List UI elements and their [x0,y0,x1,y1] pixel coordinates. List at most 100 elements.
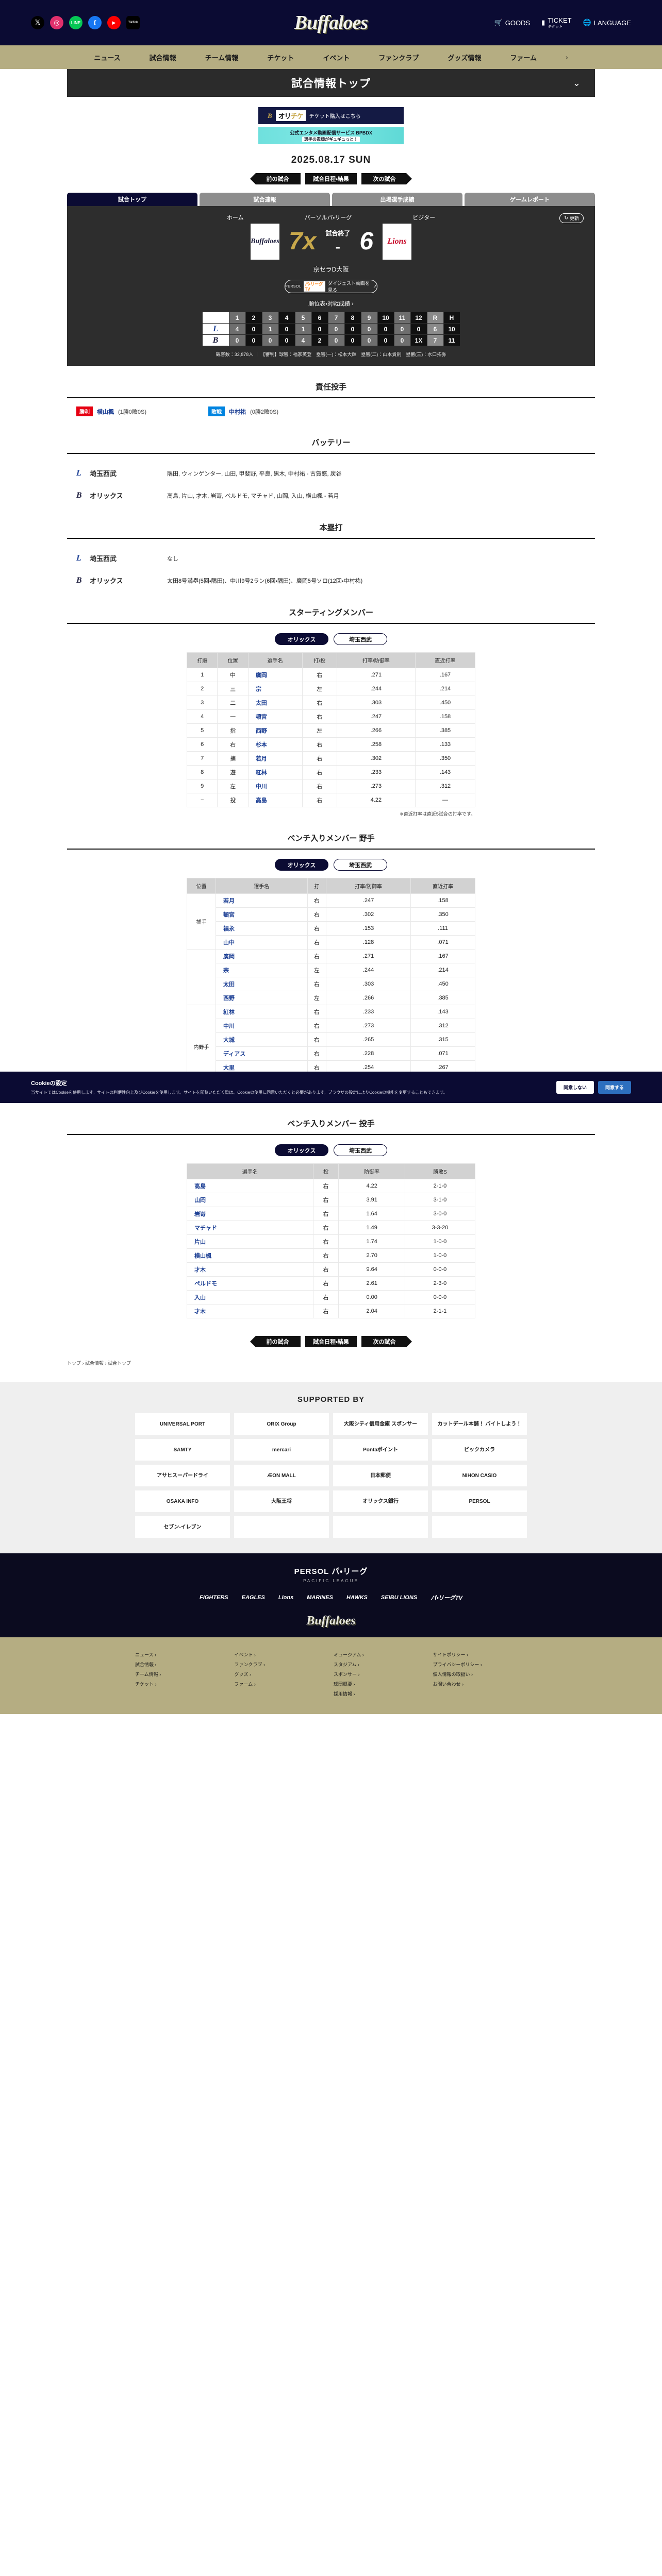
league-team-link[interactable]: HAWKS [346,1595,368,1601]
sponsor-logo[interactable]: UNIVERSAL PORT [135,1413,230,1435]
footer-link[interactable]: 試合情報 [135,1659,229,1669]
nav-game[interactable]: 試合情報 [149,54,176,62]
nav-fanclub[interactable]: ファンクラブ [378,54,419,62]
player-name[interactable]: 入山 [187,1290,313,1304]
nav-ticket[interactable]: チケット [267,54,294,62]
oritike-banner[interactable]: B オリチケ チケット購入はこちら [258,107,404,124]
league-team-link[interactable]: FIGHTERS [200,1595,228,1601]
pill-buffaloes[interactable]: オリックス [275,859,328,871]
next-game-button[interactable]: 次の試合 [361,173,412,184]
sponsor-logo[interactable] [432,1516,527,1538]
player-name[interactable]: 高島 [247,793,303,807]
player-name[interactable]: 福永 [216,921,308,936]
cookie-accept-button[interactable]: 同意する [598,1081,631,1094]
player-name[interactable]: 中川 [216,1019,308,1033]
player-name[interactable]: 宗 [216,963,308,977]
sponsor-logo[interactable]: ORIX Group [234,1413,329,1435]
prev-game-button-bottom[interactable]: 前の試合 [250,1336,301,1347]
pill-lions[interactable]: 埼玉西武 [334,859,387,871]
player-name[interactable]: 廣岡 [216,949,308,963]
sponsor-logo[interactable]: SAMTY [135,1439,230,1461]
footer-link[interactable]: スポンサー [334,1669,428,1679]
pill-lions[interactable]: 埼玉西武 [334,633,387,645]
player-name[interactable]: 中川 [247,779,303,793]
player-name[interactable]: 西野 [247,723,303,738]
player-name[interactable]: 岩嵜 [187,1207,313,1221]
nav-news[interactable]: ニュース [94,54,121,62]
league-team-link[interactable]: Lions [278,1595,294,1601]
sponsor-logo[interactable]: 日本郵便 [333,1465,428,1486]
player-name[interactable]: 才木 [187,1304,313,1318]
sponsor-logo[interactable]: 大阪王将 [234,1490,329,1512]
next-game-button-bottom[interactable]: 次の試合 [361,1336,412,1347]
player-name[interactable]: 宗 [247,682,303,696]
player-name[interactable]: 西野 [216,991,308,1005]
standings-link[interactable]: 順位表・対戦成績 › [308,301,354,307]
player-name[interactable]: ペルドモ [187,1276,313,1291]
footer-link[interactable]: グッズ [235,1669,329,1679]
footer-link[interactable]: スタジアム [334,1659,428,1669]
league-team-link[interactable]: EAGLES [241,1595,265,1601]
player-name[interactable]: 頓宮 [247,709,303,724]
digest-video-button[interactable]: PERSOL パ・リーグTV ダイジェスト動画を見る ↗ [285,280,377,293]
player-name[interactable]: 山中 [216,935,308,950]
league-team-link[interactable]: SEIBU LIONS [380,1595,418,1601]
player-name[interactable]: 大城 [216,1032,308,1047]
lose-pitcher-name[interactable]: 中村祐 [229,409,246,415]
player-name[interactable]: 杉本 [247,737,303,752]
sponsor-logo[interactable]: PERSOL [432,1490,527,1512]
footer-link[interactable]: チーム情報 [135,1669,229,1679]
chevron-right-icon[interactable]: › [566,53,568,61]
footer-buffaloes-logo[interactable]: Buffaloes [306,1614,356,1628]
sponsor-logo[interactable]: アサヒスーパードライ [135,1465,230,1486]
nav-event[interactable]: イベント [323,54,350,62]
player-name[interactable]: 若月 [216,893,308,908]
nav-goods[interactable]: グッズ情報 [448,54,482,62]
tab-live[interactable]: 試合速報 [200,193,330,206]
player-name[interactable]: 山岡 [187,1193,313,1207]
sponsor-logo[interactable]: ビックカメラ [432,1439,527,1461]
footer-link[interactable]: お問い合わせ [433,1679,527,1689]
line-icon[interactable]: LINE [69,16,82,29]
schedule-button-bottom[interactable]: 試合日程・結果 [305,1336,357,1347]
instagram-icon[interactable]: ◎ [50,16,63,29]
footer-link[interactable]: ニュース [135,1650,229,1659]
tab-game-top[interactable]: 試合トップ [67,193,197,206]
facebook-icon[interactable]: f [88,16,102,29]
league-team-link[interactable]: パ・リーグTV [431,1595,462,1601]
footer-link[interactable]: イベント [235,1650,329,1659]
bpbdx-banner[interactable]: 公式エンタメ動画配信サービス BPBDX 選手の素顔がギュギュっと！ [258,127,404,144]
footer-link[interactable]: プライバシーポリシー [433,1659,527,1669]
sponsor-logo[interactable]: カットデール本舗！ バイトしよう！ [432,1413,527,1435]
player-name[interactable]: 紅林 [247,765,303,779]
sponsor-logo[interactable]: ÆON MALL [234,1465,329,1486]
player-name[interactable]: 片山 [187,1234,313,1249]
league-team-link[interactable]: MARINES [307,1595,333,1601]
player-name[interactable]: 太田 [216,977,308,991]
nav-team[interactable]: チーム情報 [205,54,239,62]
sponsor-logo[interactable]: mercari [234,1439,329,1461]
footer-link[interactable]: サイトポリシー [433,1650,527,1659]
player-name[interactable]: ディアス [216,1046,308,1061]
x-icon[interactable]: 𝕏 [31,16,44,29]
pill-lions[interactable]: 埼玉西武 [334,1144,387,1156]
win-pitcher-name[interactable]: 横山楓 [97,409,114,415]
tab-player-stats[interactable]: 出場選手成績 [332,193,462,206]
player-name[interactable]: マチャド [187,1221,313,1235]
footer-link[interactable]: ファンクラブ [235,1659,329,1669]
sponsor-logo[interactable]: Pontaポイント [333,1439,428,1461]
player-name[interactable]: 廣岡 [247,668,303,682]
player-name[interactable]: 太田 [247,696,303,710]
refresh-button[interactable]: ↻ 更新 [559,213,584,223]
pill-buffaloes[interactable]: オリックス [275,633,328,645]
tiktok-icon[interactable]: TikTok [126,16,140,29]
player-name[interactable]: 頓宮 [216,907,308,922]
sponsor-logo[interactable]: オリックス銀行 [333,1490,428,1512]
sponsor-logo[interactable]: 大阪シティ信用金庫 スポンサー [333,1413,428,1435]
sponsor-logo[interactable] [333,1516,428,1538]
player-name[interactable]: 紅林 [216,1005,308,1019]
prev-game-button[interactable]: 前の試合 [250,173,301,184]
sponsor-logo[interactable] [234,1516,329,1538]
youtube-icon[interactable]: ▶ [107,16,121,29]
tab-game-report[interactable]: ゲームレポート [465,193,595,206]
